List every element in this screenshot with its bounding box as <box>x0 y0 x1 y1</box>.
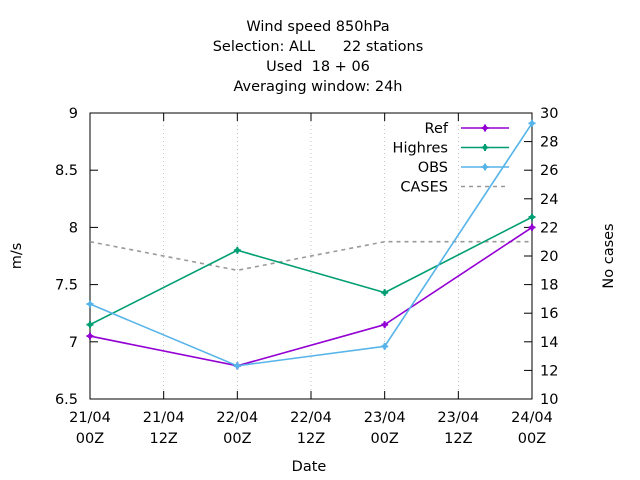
data-point <box>86 332 94 340</box>
series-highres <box>86 213 536 329</box>
legend-entry: CASES <box>400 180 509 196</box>
x-tick-label-date: 23/04 <box>437 410 479 426</box>
data-point <box>528 223 536 231</box>
series-cases <box>89 240 532 272</box>
legend-entry: Ref <box>425 121 509 137</box>
data-point <box>86 300 94 308</box>
y-tick-label: 7.5 <box>55 278 78 294</box>
x-tick-label-hour: 12Z <box>297 431 325 447</box>
x-tick-label-date: 21/04 <box>69 410 111 426</box>
series-obs <box>86 119 536 370</box>
y2-tick-label: 20 <box>540 249 558 265</box>
title-line: Used 18 + 06 <box>266 59 370 75</box>
legend-entry: Highres <box>393 141 509 157</box>
series-line <box>89 240 532 272</box>
series-line <box>89 122 533 367</box>
data-point <box>481 124 489 132</box>
title-line: Averaging window: 24h <box>233 79 402 95</box>
y-tick-label: 8.5 <box>55 163 78 179</box>
legend: Ref Highres OBS CASES <box>393 121 509 196</box>
x-tick-label-hour: 12Z <box>444 431 472 447</box>
series <box>86 119 536 370</box>
y2-tick-label: 16 <box>540 306 558 322</box>
x-tick-label-date: 24/04 <box>511 410 553 426</box>
data-point <box>481 144 489 151</box>
data-point <box>233 362 241 370</box>
x-tick-labels: 21/04 00Z 21/04 12Z 22/04 00Z 22/04 12Z 23/04 00Z… <box>69 410 553 447</box>
data-point <box>528 119 536 127</box>
x-axis-label: Date <box>292 459 327 475</box>
y2-tick-label: 30 <box>540 106 558 122</box>
data-point <box>86 321 94 329</box>
title-line: Wind speed 850hPa <box>246 19 389 35</box>
title-line: Selection: ALL 22 stations <box>213 39 424 55</box>
series-line <box>89 216 533 326</box>
chart-title: Wind speed 850hPa Selection: ALL 22 stati… <box>213 19 424 95</box>
series-line <box>89 226 533 367</box>
y2-tick-label: 24 <box>540 192 558 208</box>
y2-tick-label: 26 <box>540 163 558 179</box>
x-tick-label-hour: 12Z <box>149 431 177 447</box>
x-tick-label-date: 22/04 <box>290 410 332 426</box>
y2-tick-labels: 10 12 14 16 18 20 22 24 26 28 30 <box>540 106 558 408</box>
x-tick-label-date: 23/04 <box>364 410 406 426</box>
data-point <box>381 342 389 350</box>
legend-label: OBS <box>418 160 448 176</box>
data-point <box>381 289 389 297</box>
x-tick-label-hour: 00Z <box>518 431 546 447</box>
y2-axis-label: No cases <box>601 223 617 288</box>
x-tick-label-hour: 00Z <box>76 431 104 447</box>
legend-label: Ref <box>425 121 449 137</box>
y2-tick-label: 28 <box>540 135 558 151</box>
y-tick-label: 7 <box>69 335 78 351</box>
data-point <box>381 321 389 329</box>
x-tick-label-hour: 00Z <box>370 431 398 447</box>
y-tick-label: 6.5 <box>55 392 78 408</box>
y2-tick-label: 14 <box>540 335 558 351</box>
y2-tick-label: 12 <box>540 363 558 379</box>
y-axis-label: m/s <box>9 243 25 270</box>
data-point <box>481 163 489 171</box>
legend-label: Highres <box>393 141 448 157</box>
axes <box>89 112 533 400</box>
data-point <box>233 246 241 254</box>
data-point <box>528 213 536 221</box>
y-tick-label: 8 <box>69 220 78 236</box>
y2-tick-label: 22 <box>540 220 558 236</box>
y2-tick-label: 10 <box>540 392 558 408</box>
x-tick-label-date: 22/04 <box>216 410 258 426</box>
x-tick-label-hour: 00Z <box>223 431 251 447</box>
legend-entry: OBS <box>418 160 509 176</box>
y-tick-label: 9 <box>69 106 78 122</box>
legend-label: CASES <box>400 180 448 196</box>
x-tick-label-date: 21/04 <box>143 410 185 426</box>
y-tick-labels: 6.5 7 7.5 8 8.5 9 <box>55 106 78 408</box>
y2-tick-label: 18 <box>540 278 558 294</box>
